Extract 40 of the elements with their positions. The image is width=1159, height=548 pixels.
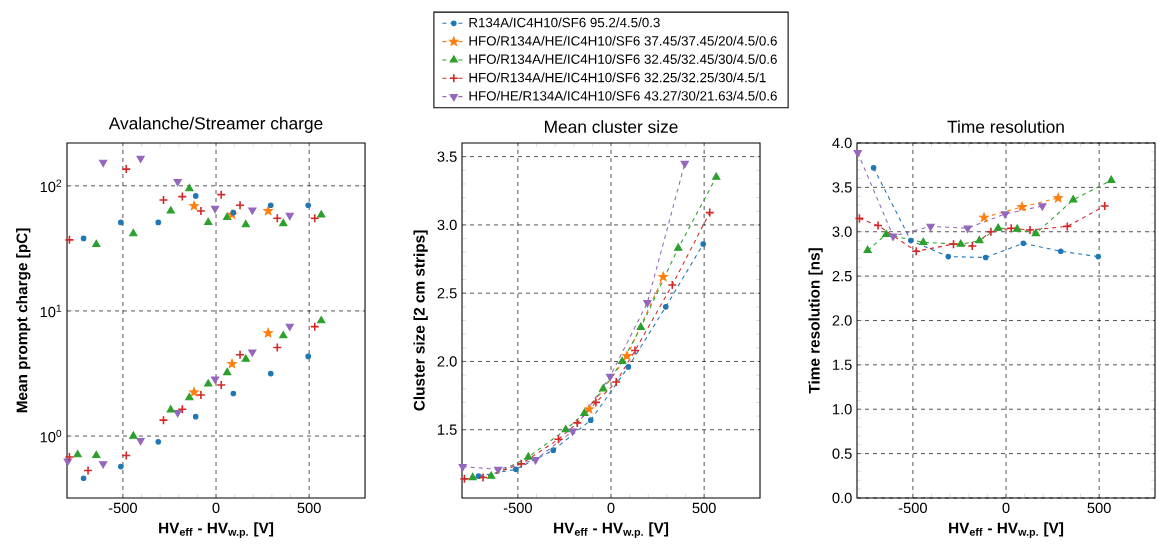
chart-title: Mean cluster size (545, 120, 678, 133)
x-tick-label: 0 (607, 502, 615, 514)
y-axis-title: Mean prompt charge [pC] (16, 228, 31, 413)
x-axis-title: HV$_{eff}$ - HV$_{w.p.}$ [V] (554, 522, 669, 538)
y-tick-label: 2.0 (437, 356, 457, 367)
x-tick-label: -500 (503, 502, 532, 514)
y-tick-label: 2.0 (832, 315, 852, 326)
x-tick-label: -500 (898, 502, 927, 514)
legend-label: HFO/R134A/HE/IC4H10/SF6 32.25/32.25/30/4.5/1 (469, 72, 766, 83)
x-tick-label: 500 (692, 502, 716, 514)
x-tick-label: 0 (212, 502, 220, 514)
y-axis-title: Time resolution [ns] (808, 248, 823, 394)
y-tick-label: 10$^{0}$ (40, 429, 62, 443)
y-tick-label: 1.5 (438, 424, 457, 435)
y-tick-label: 0.5 (832, 448, 852, 459)
x-tick-label: 500 (297, 502, 321, 514)
x-axis-title: HV$_{eff}$ - HV$_{w.p.}$ [V] (159, 522, 274, 538)
y-tick-label: 3.5 (832, 182, 852, 193)
x-axis-title: HV$_{eff}$ - HV$_{w.p.}$ [V] (949, 522, 1064, 538)
chart-title: Time resolution (947, 120, 1064, 133)
y-tick-label: 4.0 (832, 137, 852, 149)
y-tick-label: 2.5 (832, 270, 852, 282)
legend-label: HFO/R134A/HE/IC4H10/SF6 37.45/37.45/20/4.5/0.6 (469, 35, 777, 46)
x-tick-label: 500 (1087, 502, 1111, 514)
y-axis-title: Cluster size [2 cm strips] (413, 230, 428, 411)
y-tick-label: 2.5 (437, 288, 457, 299)
y-tick-label: 0.0 (832, 492, 852, 504)
y-tick-label: 10$^{1}$ (40, 304, 62, 318)
y-tick-label: 3.0 (832, 226, 852, 237)
y-tick-label: 1.5 (833, 359, 852, 370)
x-tick-label: 0 (1002, 502, 1010, 514)
y-tick-label: 3.0 (437, 219, 457, 231)
legend-label: HFO/R134A/HE/IC4H10/SF6 32.45/32.45/30/4.5/0.6 (469, 54, 777, 64)
legend-label: R134A/IC4H10/SF6 95.2/4.5/0.3 (469, 17, 660, 28)
x-tick-label: -500 (108, 502, 137, 514)
y-tick-label: 10$^{2}$ (40, 179, 62, 193)
chart-title: Avalanche/Streamer charge (108, 116, 323, 133)
y-tick-label: 1.0 (833, 404, 852, 415)
y-tick-label: 3.5 (437, 151, 457, 162)
legend-label: HFO/HE/R134A/IC4H10/SF6 43.27/30/21.63/4.5/0.6 (469, 90, 777, 101)
